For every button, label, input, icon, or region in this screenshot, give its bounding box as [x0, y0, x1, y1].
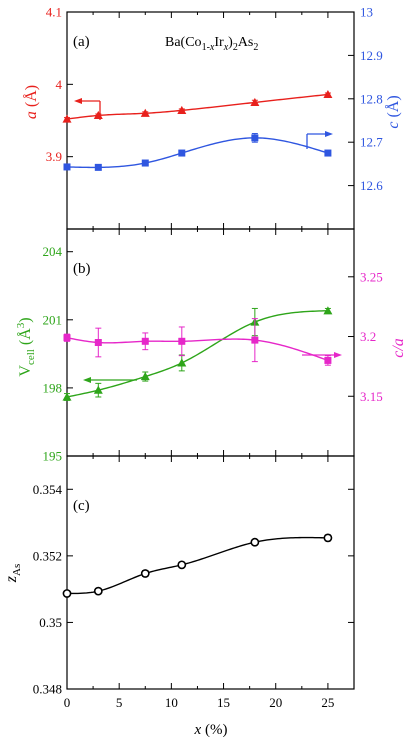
data-point-square	[63, 334, 71, 342]
x-tick-label: 0	[64, 695, 71, 710]
x-tick-label: 5	[116, 695, 123, 710]
panel-c-marks: 0 5 10 15 20 25 0.348 0.35 0.352 0.354	[33, 456, 354, 710]
data-point-triangle	[93, 110, 103, 120]
data-point-square	[94, 163, 102, 171]
y-tick-label-left: 4	[56, 77, 63, 92]
y-tick-label-right: 3.15	[360, 389, 383, 404]
series-2-fit-line	[66, 137, 329, 169]
y-tick-label-right: 3.25	[360, 269, 383, 284]
x-tick-label: 15	[217, 695, 230, 710]
panel-b: (b) Vcell (Å3) c/a	[15, 228, 407, 457]
data-point-square	[63, 163, 71, 171]
panel-b-left-arrow	[83, 377, 137, 383]
data-point-circle	[177, 560, 187, 570]
data-point-square	[178, 149, 186, 157]
data-point-triangle	[140, 108, 150, 117]
y-tick-label-left: 195	[43, 449, 63, 464]
y-tick-label-right: 13	[360, 5, 373, 20]
y-tick-label-right: 12.9	[360, 48, 383, 63]
data-point-square	[251, 134, 259, 142]
panel-a-label: (a)	[73, 34, 90, 50]
panel-a-marks: 3.9 4 4.1 12.6 12.7 12.8 12.9 13	[46, 5, 383, 229]
panel-a-left-ylabel: a (Å)	[22, 85, 40, 119]
data-point-triangle	[140, 372, 150, 381]
data-point-triangle	[250, 97, 260, 107]
series-1-fit-line	[66, 93, 328, 120]
x-tick-label: 25	[321, 695, 334, 710]
y-tick-label-right: 12.6	[360, 178, 383, 193]
data-point-circle	[140, 569, 150, 578]
data-point-triangle	[323, 89, 333, 99]
data-point-triangle	[62, 392, 72, 401]
y-tick-label-left: 0.352	[33, 548, 62, 563]
series-2-fit-line	[66, 337, 329, 362]
x-axis-label: x (%)	[194, 722, 228, 738]
series-1-fit-line	[67, 536, 328, 595]
data-point-circle	[323, 533, 333, 543]
y-tick-label-right: 12.7	[360, 135, 383, 150]
data-point-circle	[93, 586, 103, 596]
panel-b-right-arrow	[302, 352, 342, 358]
panel-a-title: Ba(Co1-xIrx)2As2	[165, 35, 258, 53]
panel-b-marks: 195 198 201 204 3.15 3.2 3.25	[43, 229, 383, 464]
panel-b-left-ylabel: Vcell (Å3)	[15, 317, 37, 376]
y-tick-label-right: 12.8	[360, 91, 383, 106]
data-point-triangle	[177, 105, 187, 114]
panel-b-right-ylabel: c/a	[390, 338, 407, 358]
series-1-fit-line	[66, 310, 328, 398]
data-point-square	[141, 159, 149, 167]
panel-a-right-arrow	[306, 131, 333, 149]
y-tick-label-left: 0.348	[33, 682, 62, 697]
panel-b-label: (b)	[73, 261, 91, 277]
panel-c-frame	[66, 455, 355, 690]
data-point-square	[324, 149, 332, 157]
data-point-triangle	[62, 114, 72, 123]
y-tick-label-left: 0.35	[39, 615, 62, 630]
data-point-triangle	[93, 385, 103, 394]
panel-c-label: (c)	[73, 498, 90, 514]
chart-marks: 3.9 4 4.1 12.6 12.7 12.8 12.9 13 195 198 201 204 3.1…	[33, 5, 384, 711]
panel-a: (a) Ba(Co1-xIrx)2As2 a (Å) c (Å)	[22, 11, 402, 230]
data-point-square	[94, 339, 102, 346]
y-tick-label-left: 0.354	[33, 482, 63, 497]
data-point-triangle	[177, 358, 187, 367]
y-tick-label-left: 198	[43, 380, 63, 395]
x-tick-label: 10	[165, 695, 178, 710]
panel-c-left-ylabel: zAs	[3, 564, 23, 583]
data-point-circle	[62, 589, 72, 598]
x-tick-label: 20	[269, 695, 282, 710]
panel-c: (c) zAs x (%)	[3, 455, 355, 738]
data-point-triangle	[323, 306, 333, 315]
y-tick-label-left: 204	[43, 244, 63, 259]
data-point-square	[251, 336, 259, 344]
panel-a-right-ylabel: c (Å)	[384, 95, 402, 128]
data-point-circle	[250, 537, 260, 547]
y-tick-label-left: 4.1	[46, 5, 62, 20]
y-tick-label-right: 3.2	[360, 329, 376, 344]
data-point-square	[324, 356, 332, 364]
data-point-square	[141, 337, 149, 345]
y-tick-label-left: 3.9	[46, 149, 62, 164]
y-tick-label-left: 201	[43, 312, 63, 327]
data-point-square	[178, 337, 186, 345]
